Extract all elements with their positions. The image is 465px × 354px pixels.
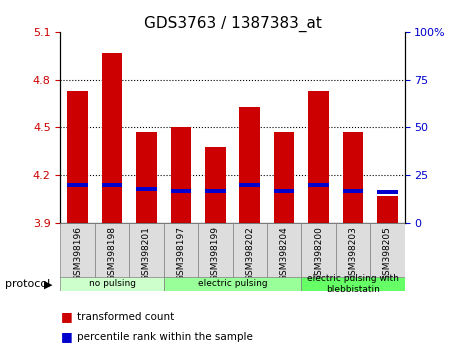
- Text: electric pulsing: electric pulsing: [198, 279, 267, 289]
- Text: transformed count: transformed count: [77, 312, 174, 322]
- Bar: [205, 189, 226, 193]
- Bar: [308, 183, 329, 187]
- Bar: [301, 277, 405, 291]
- Bar: [164, 277, 301, 291]
- Bar: [67, 183, 88, 187]
- Text: GSM398196: GSM398196: [73, 226, 82, 281]
- Bar: [198, 223, 232, 278]
- Text: protocol: protocol: [5, 279, 50, 289]
- Text: GSM398203: GSM398203: [348, 226, 358, 281]
- Text: GSM398201: GSM398201: [142, 226, 151, 281]
- Text: GSM398205: GSM398205: [383, 226, 392, 281]
- Text: GSM398202: GSM398202: [245, 226, 254, 280]
- Text: ▶: ▶: [44, 279, 53, 289]
- Bar: [205, 147, 226, 223]
- Text: GSM398200: GSM398200: [314, 226, 323, 281]
- Bar: [171, 189, 191, 193]
- Bar: [232, 223, 267, 278]
- Text: percentile rank within the sample: percentile rank within the sample: [77, 332, 252, 342]
- Text: ■: ■: [60, 331, 72, 343]
- Bar: [370, 223, 405, 278]
- Text: GSM398198: GSM398198: [107, 226, 117, 281]
- Bar: [308, 91, 329, 223]
- Text: GSM398199: GSM398199: [211, 226, 220, 281]
- Bar: [377, 190, 398, 194]
- Bar: [60, 223, 95, 278]
- Bar: [60, 277, 164, 291]
- Bar: [343, 132, 363, 223]
- Bar: [301, 223, 336, 278]
- Text: GSM398204: GSM398204: [279, 226, 289, 280]
- Bar: [164, 223, 198, 278]
- Bar: [67, 91, 88, 223]
- Bar: [136, 132, 157, 223]
- Bar: [239, 107, 260, 223]
- Bar: [274, 189, 294, 193]
- Bar: [171, 127, 191, 223]
- Bar: [336, 223, 370, 278]
- Bar: [102, 53, 122, 223]
- Bar: [343, 189, 363, 193]
- Bar: [267, 223, 301, 278]
- Text: electric pulsing with
blebbistatin: electric pulsing with blebbistatin: [307, 274, 399, 293]
- Bar: [377, 196, 398, 223]
- Bar: [274, 132, 294, 223]
- Text: GDS3763 / 1387383_at: GDS3763 / 1387383_at: [144, 16, 321, 32]
- Bar: [95, 223, 129, 278]
- Bar: [102, 183, 122, 187]
- Bar: [129, 223, 164, 278]
- Text: no pulsing: no pulsing: [88, 279, 136, 289]
- Bar: [239, 183, 260, 187]
- Text: GSM398197: GSM398197: [176, 226, 186, 281]
- Bar: [136, 187, 157, 190]
- Text: ■: ■: [60, 310, 72, 323]
